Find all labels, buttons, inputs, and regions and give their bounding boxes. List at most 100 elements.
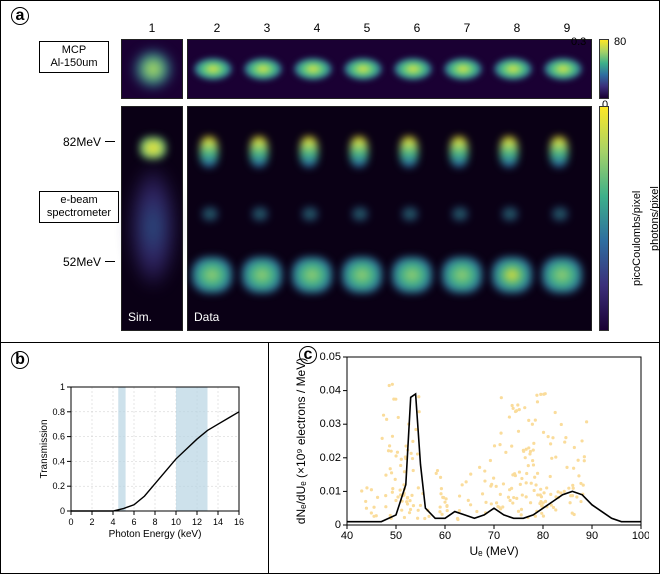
cbar-right-axis-label: photons/pixel — [649, 186, 660, 251]
mcp-shot-6 — [394, 58, 432, 80]
data-caption: Data — [194, 310, 219, 324]
column-number-5: 5 — [342, 21, 392, 35]
column-number-8: 8 — [492, 21, 542, 35]
svg-text:0.02: 0.02 — [320, 452, 341, 464]
sim-spectrometer-image: Sim. — [121, 106, 183, 331]
spec-bottom-bunch-7 — [442, 257, 482, 293]
spec-mid-bunch-9 — [552, 207, 568, 221]
spectrometer-label-line2: spectrometer — [47, 207, 111, 219]
data-spectrometer-image: Data — [187, 106, 592, 331]
mcp-filter-label-line2: Al-150um — [50, 57, 97, 69]
energy-label-52mev: 52MeV — [41, 255, 101, 269]
mcp-shot-4 — [294, 58, 332, 80]
column-number-3: 3 — [242, 21, 292, 35]
spec-top-bunch-4 — [300, 137, 318, 167]
mcp-colorbar — [599, 39, 609, 99]
svg-text:40: 40 — [341, 530, 353, 542]
energy-tick-82 — [105, 141, 115, 142]
spec-top-bunch-9 — [550, 137, 568, 167]
sim-mcp-image — [121, 39, 183, 99]
spec-bottom-bunch-5 — [342, 257, 382, 293]
svg-text:4: 4 — [110, 517, 115, 527]
transmission-chart: 024681012141600.20.40.60.81Photon Energy… — [35, 381, 245, 541]
spec-mid-bunch-2 — [202, 207, 218, 221]
electron-spectrum-chart: 40506070809010000.010.020.030.040.05Uₑ (… — [291, 349, 649, 559]
svg-text:80: 80 — [537, 530, 549, 542]
mcp-shot-9 — [544, 58, 582, 80]
panel-a-label: a — [11, 7, 29, 25]
panel-b-label: b — [11, 351, 29, 369]
svg-text:2: 2 — [89, 517, 94, 527]
mcp-shot-3 — [244, 58, 282, 80]
svg-text:1: 1 — [60, 382, 65, 392]
spectrometer-label-line1: e-beam — [60, 194, 97, 206]
cbar-right-max: 80 — [614, 36, 626, 48]
svg-text:0: 0 — [335, 519, 341, 531]
svg-text:0.01: 0.01 — [320, 485, 341, 497]
cbar-left-axis-label: picoCoulombs/pixel — [631, 191, 643, 286]
panel-b: b 024681012141600.20.40.60.81Photon Ener… — [1, 343, 269, 574]
svg-text:10: 10 — [171, 517, 181, 527]
spec-mid-bunch-3 — [252, 207, 268, 221]
svg-text:14: 14 — [213, 517, 223, 527]
svg-text:90: 90 — [586, 530, 598, 542]
sim-caption: Sim. — [128, 310, 152, 324]
svg-text:60: 60 — [439, 530, 451, 542]
energy-label-82mev: 82MeV — [41, 135, 101, 149]
data-mcp-image — [187, 39, 592, 99]
panel-c: c 40506070809010000.010.020.030.040.05Uₑ… — [269, 343, 659, 574]
svg-text:0.05: 0.05 — [320, 351, 341, 363]
column-number-1: 1 — [127, 21, 177, 35]
mcp-shot-2 — [194, 58, 232, 80]
spec-top-bunch-8 — [500, 137, 518, 167]
spec-mid-bunch-7 — [452, 207, 468, 221]
spec-mid-bunch-5 — [352, 207, 368, 221]
mcp-filter-label-line1: MCP — [62, 44, 86, 56]
svg-text:6: 6 — [131, 517, 136, 527]
svg-text:16: 16 — [234, 517, 244, 527]
svg-text:0.2: 0.2 — [52, 481, 65, 491]
mcp-filter-label-box: MCP Al-150um — [39, 41, 109, 73]
spec-top-bunch-7 — [450, 137, 468, 167]
spec-bottom-bunch-6 — [392, 257, 432, 293]
spec-bottom-bunch-9 — [542, 257, 582, 293]
cbar-left-max: 0.3 — [571, 36, 586, 48]
spec-top-bunch-5 — [350, 137, 368, 167]
energy-tick-52 — [105, 261, 115, 262]
svg-text:100: 100 — [632, 530, 649, 542]
svg-text:12: 12 — [192, 517, 202, 527]
svg-text:70: 70 — [488, 530, 500, 542]
column-number-4: 4 — [292, 21, 342, 35]
svg-text:0: 0 — [60, 506, 65, 516]
spectrometer-colorbar — [599, 106, 609, 331]
svg-text:0.4: 0.4 — [52, 456, 65, 466]
svg-text:0.04: 0.04 — [320, 385, 341, 397]
spec-top-bunch-6 — [400, 137, 418, 167]
spec-bottom-bunch-8 — [492, 257, 532, 293]
column-number-9: 9 — [542, 21, 592, 35]
spec-top-bunch-2 — [200, 137, 218, 167]
panel-a: a MCP Al-150um e-beam spectrometer 82MeV… — [1, 1, 659, 343]
svg-text:Photon Energy (keV): Photon Energy (keV) — [109, 529, 202, 540]
column-number-2: 2 — [192, 21, 242, 35]
spec-mid-bunch-6 — [402, 207, 418, 221]
spec-bottom-bunch-2 — [192, 257, 232, 293]
svg-text:Transmission: Transmission — [39, 419, 50, 478]
svg-text:Uₑ (MeV): Uₑ (MeV) — [469, 544, 518, 558]
svg-text:dNₑ/dUₑ (×10⁹ electrons / MeV): dNₑ/dUₑ (×10⁹ electrons / MeV) — [294, 358, 308, 524]
svg-text:8: 8 — [152, 517, 157, 527]
svg-text:0.6: 0.6 — [52, 432, 65, 442]
column-number-6: 6 — [392, 21, 442, 35]
spec-top-bunch-3 — [250, 137, 268, 167]
spec-bottom-bunch-4 — [292, 257, 332, 293]
column-number-7: 7 — [442, 21, 492, 35]
spec-bottom-bunch-3 — [242, 257, 282, 293]
mcp-shot-5 — [344, 58, 382, 80]
spectrometer-label-box: e-beam spectrometer — [39, 191, 119, 223]
svg-text:0: 0 — [68, 517, 73, 527]
mcp-shot-8 — [494, 58, 532, 80]
spec-mid-bunch-4 — [302, 207, 318, 221]
mcp-shot-7 — [444, 58, 482, 80]
simulation-column: 1 Sim. — [121, 21, 183, 331]
svg-text:0.03: 0.03 — [320, 418, 341, 430]
